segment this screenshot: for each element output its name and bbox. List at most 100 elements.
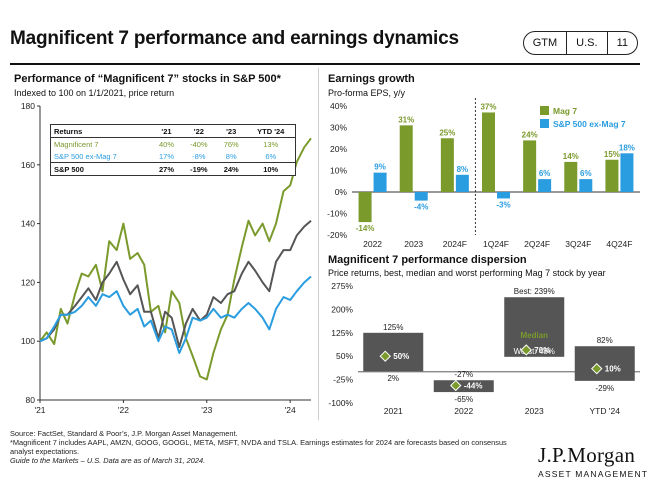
data-label: -3% xyxy=(496,200,510,209)
median-label: 70% xyxy=(534,346,550,355)
y-tick-label: 180 xyxy=(21,101,35,111)
table-cell: 27% xyxy=(151,162,182,176)
data-label: 6% xyxy=(539,169,551,178)
mag7-bar xyxy=(564,161,578,192)
category-label: 3Q24F xyxy=(565,239,591,249)
best-label: 125% xyxy=(383,323,403,332)
table-row: Magnificent 7 40% -40% 76% 13% xyxy=(51,138,296,151)
median-label: -44% xyxy=(464,382,483,391)
returns-table: Returns '21 '22 '23 YTD '24 Magnificent … xyxy=(50,124,296,176)
table-cell: S&P 500 ex-Mag 7 xyxy=(54,151,117,161)
table-cell: 76% xyxy=(223,139,239,149)
legend-label: S&P 500 ex-Mag 7 xyxy=(553,119,626,129)
mag7-bar xyxy=(605,159,619,192)
median-diamond xyxy=(520,344,532,356)
y-tick-label: 80 xyxy=(26,395,36,405)
ex-mag7-bar xyxy=(579,179,593,192)
median-diamond xyxy=(450,379,462,392)
x-tick-label: '24 xyxy=(285,405,296,415)
sp500-line xyxy=(39,219,312,349)
data-label: -4% xyxy=(414,203,428,212)
data-label: 25% xyxy=(439,128,455,137)
badge-group: GTM U.S. 11 xyxy=(522,31,638,55)
y-tick-label: -20% xyxy=(327,230,347,240)
x-tick-label: '22 xyxy=(118,405,129,415)
badge-gtm: GTM xyxy=(532,37,558,49)
category-label: 2023 xyxy=(525,406,544,416)
y-tick-label: 120 xyxy=(21,277,35,287)
y-tick-label: 50% xyxy=(336,351,353,361)
ex-mag7-bar xyxy=(620,153,634,192)
table-header: '23 xyxy=(215,124,247,138)
y-tick-label: 40% xyxy=(330,101,347,111)
table-cell: 10% xyxy=(246,162,296,176)
y-tick-label: 140 xyxy=(21,219,35,229)
badge-region: U.S. xyxy=(566,32,606,54)
title-rule xyxy=(10,63,640,65)
table-cell: 24% xyxy=(215,162,247,176)
data-label: 31% xyxy=(398,115,414,124)
category-label: 2022 xyxy=(363,239,382,249)
mag7-bar xyxy=(523,140,537,192)
worst-label: Worst: 48% xyxy=(514,347,555,356)
data-label: 8% xyxy=(457,165,469,174)
y-tick-label: 160 xyxy=(21,160,35,170)
y-tick-label: 100 xyxy=(21,336,35,346)
best-label: Best: 239% xyxy=(514,287,555,296)
perf-chart-title: Performance of “Magnificent 7” stocks in… xyxy=(14,73,281,85)
range-box xyxy=(574,346,635,381)
median-label: 50% xyxy=(393,352,409,361)
x-tick-label: '21 xyxy=(34,405,45,415)
y-tick-label: -25% xyxy=(333,375,353,385)
table-row: S&P 500 ex-Mag 7 17% -8% 8% 6% xyxy=(51,150,296,163)
jpmorgan-logo: J.P.Morgan xyxy=(538,443,636,467)
range-box xyxy=(363,332,424,372)
table-header: Returns xyxy=(50,124,152,138)
data-label: 24% xyxy=(522,130,538,139)
table-header: YTD '24 xyxy=(246,124,296,138)
data-label: 6% xyxy=(580,169,592,178)
table-cell: S&P 500 xyxy=(50,162,152,176)
ex-mag7-line xyxy=(39,275,312,354)
data-label: 37% xyxy=(480,102,496,111)
worst-label: -29% xyxy=(595,384,614,393)
table-cell: 13% xyxy=(263,139,279,149)
dispersion-chart-title: Magnificent 7 performance dispersion xyxy=(328,254,527,266)
worst-label: 2% xyxy=(387,374,399,383)
table-cell: 17% xyxy=(158,151,174,161)
data-label: 15% xyxy=(604,150,620,159)
median-label: 10% xyxy=(605,365,621,374)
footnote-guide: Guide to the Markets – U.S. Data are as … xyxy=(10,456,206,465)
footnote-source: Source: FactSet, Standard & Poor’s, J.P.… xyxy=(10,429,238,438)
table-header: '22 xyxy=(181,124,216,138)
earnings-chart-subtitle: Pro-forma EPS, y/y xyxy=(328,88,406,98)
dispersion-chart-subtitle: Price returns, best, median and worst pe… xyxy=(328,268,606,278)
table-header: '21 xyxy=(151,124,182,138)
category-label: 2021 xyxy=(384,406,403,416)
y-tick-label: 30% xyxy=(330,123,347,133)
legend-swatch xyxy=(540,119,549,128)
jpmorgan-logo-subtitle: ASSET MANAGEMENT xyxy=(538,469,649,479)
ex-mag7-bar xyxy=(497,192,510,199)
page-title: Magnificent 7 performance and earnings d… xyxy=(10,28,459,49)
category-label: 2023 xyxy=(404,239,423,249)
y-tick-label: -100% xyxy=(328,398,353,408)
data-label: 18% xyxy=(619,143,635,152)
data-label: 9% xyxy=(374,163,386,172)
category-label: 2Q24F xyxy=(524,239,550,249)
mag7-bar xyxy=(399,125,413,192)
table-cell: 6% xyxy=(265,151,277,161)
panel-divider xyxy=(318,68,319,420)
worst-label: -65% xyxy=(454,395,473,404)
legend-swatch xyxy=(540,106,549,115)
table-cell: -8% xyxy=(192,151,206,161)
y-tick-label: 275% xyxy=(331,281,353,291)
mag7-bar xyxy=(440,138,454,192)
y-tick-label: -10% xyxy=(327,209,347,219)
y-tick-label: 125% xyxy=(331,328,353,338)
y-tick-label: 10% xyxy=(330,166,347,176)
category-label: 2022 xyxy=(454,406,473,416)
category-label: 1Q24F xyxy=(483,239,509,249)
